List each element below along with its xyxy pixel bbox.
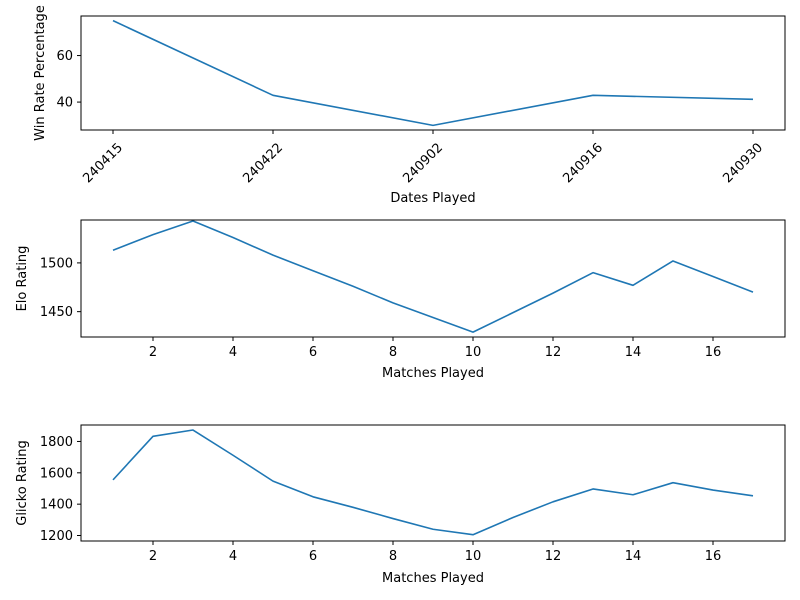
glicko-rating-y-tick-label: 1400: [40, 498, 73, 513]
win-rate-subplot: 40 60 240415 240422 240902 240916 240930 Dates …: [33, 5, 786, 206]
elo-rating-y-tick-label: 1450: [40, 305, 73, 320]
glicko-rating-axes-frame: [80, 424, 786, 542]
glicko-rating-x-tick-label: 4: [229, 549, 237, 564]
glicko-rating-series-line: [112, 429, 754, 536]
elo-rating-axes-frame: [80, 219, 786, 338]
glicko-rating-x-tick-label: 2: [149, 549, 157, 564]
glicko-rating-y-tick-label: 1600: [40, 466, 73, 481]
glicko-rating-x-tick-label: 14: [625, 549, 642, 564]
win-rate-x-tick-label: 240916: [560, 140, 606, 186]
win-rate-x-tick-label: 240422: [240, 140, 286, 186]
elo-rating-x-tick-label: 16: [705, 345, 722, 360]
elo-rating-y-tick-label: 1500: [40, 256, 73, 271]
win-rate-y-axis-label: Win Rate Percentage: [33, 5, 48, 141]
elo-rating-x-tick-label: 8: [389, 345, 397, 360]
elo-rating-subplot: 1450 1500 2 4 6 8 10 12 14 16 Matches Played Elo Ra…: [15, 219, 786, 381]
win-rate-x-axis-label: Dates Played: [390, 191, 475, 206]
glicko-rating-y-axis-label: Glicko Rating: [15, 440, 30, 526]
glicko-rating-x-tick-label: 8: [389, 549, 397, 564]
glicko-rating-subplot: 1200 1400 1600 1800 2 4 6 8 10 12 14 16 Matches Play…: [15, 424, 786, 586]
glicko-rating-x-tick-label: 12: [545, 549, 562, 564]
win-rate-x-tick-label: 240930: [720, 140, 766, 186]
win-rate-x-tick-label: 240902: [400, 140, 446, 186]
glicko-rating-y-tick-label: 1800: [40, 435, 73, 450]
elo-rating-x-axis-label: Matches Played: [382, 366, 484, 381]
win-rate-x-tick-label: 240415: [80, 140, 126, 186]
win-rate-y-tick-label: 40: [56, 96, 73, 111]
elo-rating-x-tick-label: 10: [465, 345, 482, 360]
elo-rating-y-axis-label: Elo Rating: [15, 246, 30, 312]
glicko-rating-x-tick-label: 6: [309, 549, 317, 564]
elo-rating-x-tick-label: 6: [309, 345, 317, 360]
glicko-rating-y-tick-label: 1200: [40, 529, 73, 544]
elo-rating-x-tick-label: 2: [149, 345, 157, 360]
win-rate-series-line: [112, 19, 754, 127]
glicko-rating-x-axis-label: Matches Played: [382, 571, 484, 586]
elo-rating-series-line: [112, 220, 754, 333]
elo-rating-x-tick-label: 14: [625, 345, 642, 360]
win-rate-axes-frame: [80, 15, 786, 131]
elo-rating-x-tick-label: 4: [229, 345, 237, 360]
glicko-rating-x-tick-label: 16: [705, 549, 722, 564]
win-rate-y-tick-label: 60: [56, 49, 73, 64]
elo-rating-x-tick-label: 12: [545, 345, 562, 360]
glicko-rating-x-tick-label: 10: [465, 549, 482, 564]
